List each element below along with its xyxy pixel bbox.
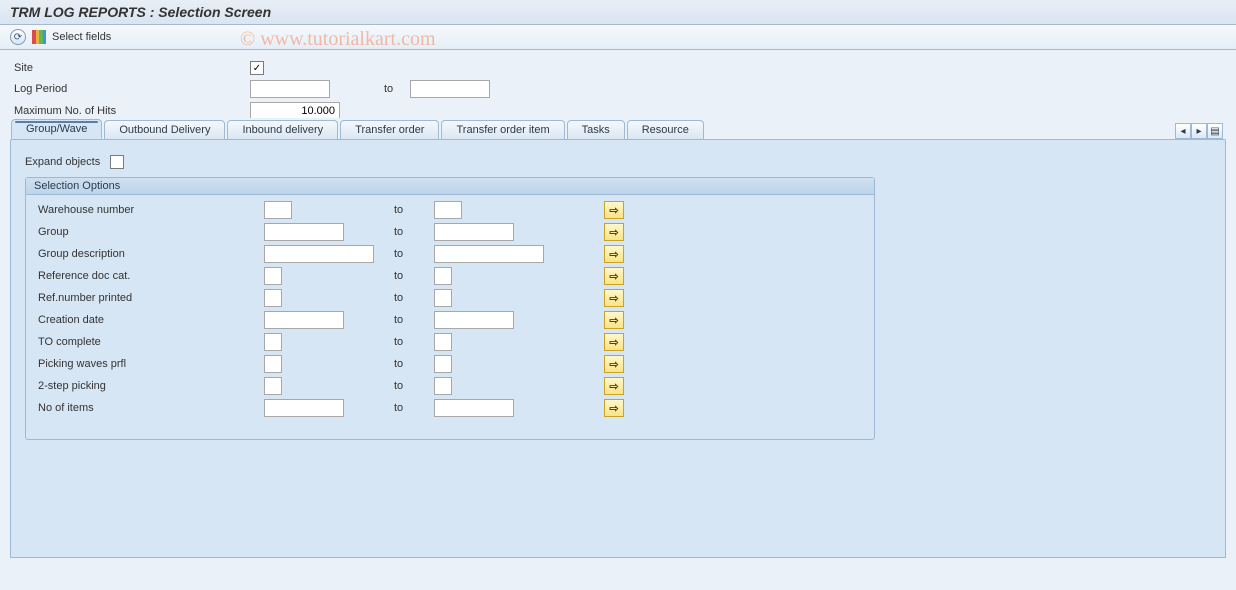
selection-row: 2-step picking to ⇨	[34, 377, 866, 395]
log-period-to-input[interactable]	[410, 80, 490, 98]
selection-to-input[interactable]	[434, 355, 452, 373]
groupbox-body: Warehouse numberto⇨Groupto⇨Group descrip…	[26, 195, 874, 439]
log-period-from-input[interactable]	[250, 80, 330, 98]
selection-row: Group to ⇨	[34, 223, 866, 241]
tab-transfer-order[interactable]: Transfer order	[340, 120, 439, 139]
multiple-selection-button[interactable]: ⇨	[604, 311, 624, 329]
site-checkbox[interactable]: ✓	[250, 61, 264, 75]
main-area: Site ✓ Log Period to Maximum No. of Hits…	[0, 50, 1236, 590]
selection-to-input[interactable]	[434, 311, 514, 329]
selection-to-input[interactable]	[434, 289, 452, 307]
multiple-selection-button[interactable]: ⇨	[604, 355, 624, 373]
selection-row: Warehouse number to ⇨	[34, 201, 866, 219]
selection-label: Ref.number printed	[34, 290, 264, 306]
groupbox-selection-options: Selection Options Warehouse numberto⇨Gro…	[25, 177, 875, 440]
page-title: TRM LOG REPORTS : Selection Screen	[0, 0, 1236, 25]
tab-scroll-controls: ◂ ▸ ▤	[1175, 123, 1225, 139]
groupbox-title: Selection Options	[26, 178, 874, 195]
multiple-selection-button[interactable]: ⇨	[604, 267, 624, 285]
expand-objects-label: Expand objects	[25, 156, 100, 168]
to-label: to	[394, 380, 434, 392]
toolbar: ⟳ Select fields	[0, 25, 1236, 50]
selection-row: Creation date to ⇨	[34, 311, 866, 329]
tab-tasks[interactable]: Tasks	[567, 120, 625, 139]
to-label: to	[394, 358, 434, 370]
to-label: to	[394, 402, 434, 414]
selection-to-input[interactable]	[434, 245, 544, 263]
tab-outbound-delivery[interactable]: Outbound Delivery	[104, 120, 225, 139]
multiple-selection-button[interactable]: ⇨	[604, 289, 624, 307]
selection-row: TO complete to ⇨	[34, 333, 866, 351]
selection-label: 2-step picking	[34, 378, 264, 394]
selection-row: Picking waves prfl to ⇨	[34, 355, 866, 373]
tab-inbound-delivery[interactable]: Inbound delivery	[227, 120, 338, 139]
selection-from-input[interactable]	[264, 289, 282, 307]
selection-from-input[interactable]	[264, 377, 282, 395]
tab-transfer-order-item[interactable]: Transfer order item	[441, 120, 564, 139]
row-site: Site ✓	[10, 60, 1226, 76]
selection-from-input[interactable]	[264, 311, 344, 329]
selection-from-input[interactable]	[264, 201, 292, 219]
max-hits-label: Maximum No. of Hits	[10, 103, 250, 119]
to-label: to	[394, 292, 434, 304]
log-period-label: Log Period	[10, 81, 250, 97]
multiple-selection-button[interactable]: ⇨	[604, 223, 624, 241]
to-label: to	[394, 314, 434, 326]
tab-group-wave[interactable]: Group/Wave	[11, 119, 102, 139]
multiple-selection-button[interactable]: ⇨	[604, 201, 624, 219]
selection-to-input[interactable]	[434, 267, 452, 285]
multiple-selection-button[interactable]: ⇨	[604, 399, 624, 417]
selection-to-input[interactable]	[434, 333, 452, 351]
execute-icon[interactable]: ⟳	[10, 29, 26, 45]
selection-from-input[interactable]	[264, 223, 344, 241]
selection-label: No of items	[34, 400, 264, 416]
tab-strip: Group/Wave Outbound Delivery Inbound del…	[11, 118, 1225, 140]
expand-objects-checkbox[interactable]	[110, 155, 124, 169]
tab-scroll-left-icon[interactable]: ◂	[1175, 123, 1191, 139]
selection-from-input[interactable]	[264, 355, 282, 373]
selection-label: Picking waves prfl	[34, 356, 264, 372]
row-log-period: Log Period to	[10, 80, 1226, 98]
tab-body: Expand objects Selection Options Warehou…	[11, 141, 1225, 454]
selection-to-input[interactable]	[434, 201, 462, 219]
to-label: to	[394, 270, 434, 282]
selection-label: Group	[34, 224, 264, 240]
row-expand-objects: Expand objects	[25, 155, 1211, 169]
tab-container: Group/Wave Outbound Delivery Inbound del…	[10, 138, 1226, 558]
to-label: to	[394, 226, 434, 238]
selection-row: Group description to ⇨	[34, 245, 866, 263]
log-period-to-label: to	[380, 83, 410, 95]
selection-label: Reference doc cat.	[34, 268, 264, 284]
selection-label: TO complete	[34, 334, 264, 350]
tab-scroll-right-icon[interactable]: ▸	[1191, 123, 1207, 139]
tab-list-icon[interactable]: ▤	[1207, 123, 1223, 139]
multiple-selection-button[interactable]: ⇨	[604, 377, 624, 395]
to-label: to	[394, 248, 434, 260]
to-label: to	[394, 336, 434, 348]
selection-to-input[interactable]	[434, 399, 514, 417]
selection-label: Group description	[34, 246, 264, 262]
selection-label: Warehouse number	[34, 202, 264, 218]
select-fields-label[interactable]: Select fields	[52, 31, 111, 43]
selection-row: Reference doc cat. to ⇨	[34, 267, 866, 285]
selection-from-input[interactable]	[264, 267, 282, 285]
site-label: Site	[10, 60, 250, 76]
tab-resource[interactable]: Resource	[627, 120, 704, 139]
selection-from-input[interactable]	[264, 245, 374, 263]
selection-to-input[interactable]	[434, 223, 514, 241]
selection-from-input[interactable]	[264, 333, 282, 351]
select-fields-icon[interactable]	[32, 30, 46, 44]
selection-label: Creation date	[34, 312, 264, 328]
to-label: to	[394, 204, 434, 216]
multiple-selection-button[interactable]: ⇨	[604, 333, 624, 351]
selection-row: No of items to ⇨	[34, 399, 866, 417]
selection-from-input[interactable]	[264, 399, 344, 417]
multiple-selection-button[interactable]: ⇨	[604, 245, 624, 263]
selection-to-input[interactable]	[434, 377, 452, 395]
selection-row: Ref.number printed to ⇨	[34, 289, 866, 307]
